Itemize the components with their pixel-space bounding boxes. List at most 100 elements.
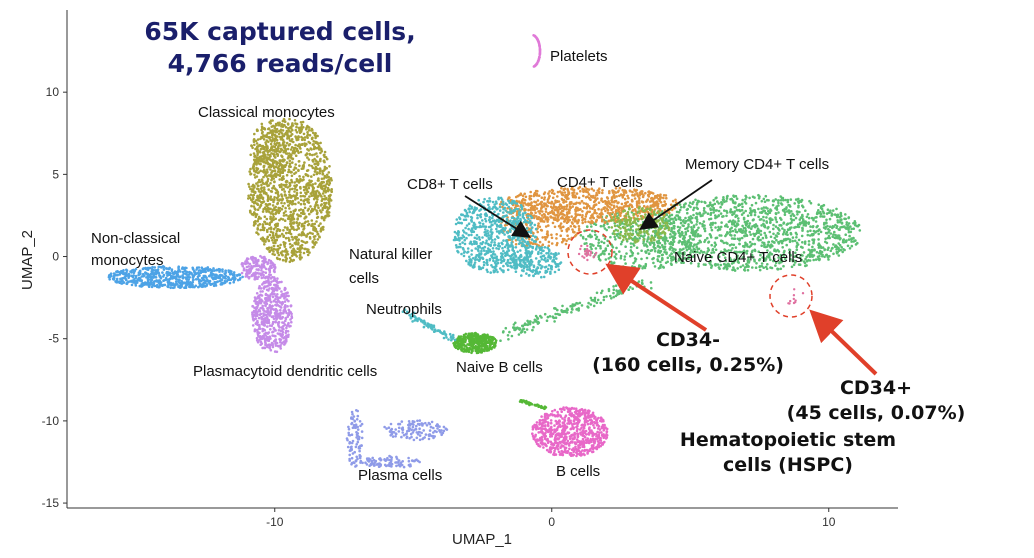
scatter-point — [847, 216, 851, 219]
scatter-point — [555, 253, 558, 257]
scatter-point — [779, 253, 783, 257]
scatter-point — [639, 214, 643, 218]
scatter-point — [315, 152, 318, 155]
scatter-point — [265, 139, 269, 142]
scatter-point — [789, 214, 793, 218]
scatter-point — [316, 211, 319, 214]
scatter-point — [490, 241, 493, 244]
scatter-point — [469, 258, 472, 262]
scatter-point — [784, 198, 787, 202]
scatter-point — [814, 220, 818, 223]
scatter-point — [659, 227, 662, 231]
scatter-point — [678, 208, 682, 212]
scatter-point — [260, 183, 263, 187]
scatter-point — [525, 254, 529, 257]
scatter-point — [258, 196, 262, 200]
scatter-point — [612, 215, 616, 219]
scatter-point — [279, 243, 282, 247]
scatter-point — [544, 238, 547, 241]
scatter-point — [832, 252, 835, 256]
scatter-point — [320, 199, 324, 203]
scatter-point — [617, 206, 620, 210]
scatter-point — [543, 191, 547, 194]
scatter-point — [663, 200, 666, 203]
scatter-point — [310, 219, 314, 222]
scatter-point — [753, 213, 757, 217]
scatter-point — [260, 201, 263, 204]
scatter-point — [292, 248, 296, 251]
scatter-point — [798, 218, 802, 221]
scatter-point — [849, 225, 852, 228]
scatter-point — [510, 241, 513, 244]
scatter-point — [755, 224, 759, 228]
scatter-point — [684, 216, 687, 220]
scatter-point — [550, 242, 554, 245]
scatter-point — [612, 204, 616, 208]
scatter-point — [709, 260, 712, 263]
scatter-point — [551, 196, 555, 200]
scatter-point — [716, 263, 720, 266]
scatter-point — [313, 205, 317, 208]
scatter-point — [619, 232, 622, 236]
scatter-point — [269, 207, 272, 211]
scatter-point — [625, 228, 628, 232]
scatter-point — [483, 213, 487, 216]
scatter-point — [313, 235, 317, 238]
scatter-point — [283, 169, 287, 172]
scatter-point — [584, 220, 587, 224]
scatter-point — [524, 195, 528, 199]
scatter-point — [523, 192, 526, 196]
scatter-point — [460, 252, 463, 256]
scatter-point — [844, 240, 848, 244]
scatter-point — [535, 271, 538, 274]
scatter-point — [318, 172, 322, 175]
scatter-point — [695, 245, 698, 249]
scatter-point — [784, 257, 787, 261]
scatter-point — [656, 250, 660, 254]
scatter-point — [453, 235, 457, 239]
scatter-point — [494, 264, 498, 268]
scatter-point — [602, 207, 606, 210]
scatter-point — [277, 123, 281, 127]
scatter-point — [553, 270, 557, 274]
scatter-point — [590, 195, 594, 199]
scatter-point — [478, 238, 482, 241]
scatter-point — [477, 265, 481, 269]
scatter-point — [619, 254, 623, 258]
scatter-point — [320, 180, 324, 184]
scatter-point — [653, 249, 657, 253]
scatter-point — [595, 193, 599, 197]
scatter-point — [490, 228, 493, 231]
scatter-point — [288, 162, 292, 165]
scatter-point — [548, 190, 551, 193]
scatter-point — [285, 213, 288, 217]
scatter-point — [273, 223, 277, 227]
scatter-point — [547, 254, 551, 257]
scatter-point — [749, 244, 753, 247]
scatter-point — [730, 226, 733, 230]
scatter-point — [268, 233, 272, 237]
scatter-point — [740, 236, 744, 240]
scatter-point — [704, 263, 707, 267]
scatter-point — [714, 221, 717, 225]
scatter-point — [793, 255, 796, 258]
scatter-point — [782, 198, 785, 202]
scatter-point — [653, 265, 657, 268]
scatter-point — [529, 206, 533, 210]
scatter-point — [818, 228, 821, 231]
scatter-point — [323, 206, 327, 210]
scatter-point — [841, 240, 845, 244]
scatter-point — [545, 252, 548, 255]
scatter-point — [311, 209, 315, 212]
scatter-point — [692, 224, 696, 227]
scatter-point — [760, 262, 764, 265]
scatter-point — [469, 241, 473, 245]
scatter-point — [710, 251, 713, 255]
scatter-point — [285, 180, 289, 183]
scatter-point — [502, 249, 505, 253]
scatter-point — [550, 236, 554, 240]
scatter-point — [672, 227, 676, 230]
scatter-point — [691, 228, 694, 231]
scatter-point — [732, 266, 735, 269]
scatter-point — [757, 235, 760, 239]
